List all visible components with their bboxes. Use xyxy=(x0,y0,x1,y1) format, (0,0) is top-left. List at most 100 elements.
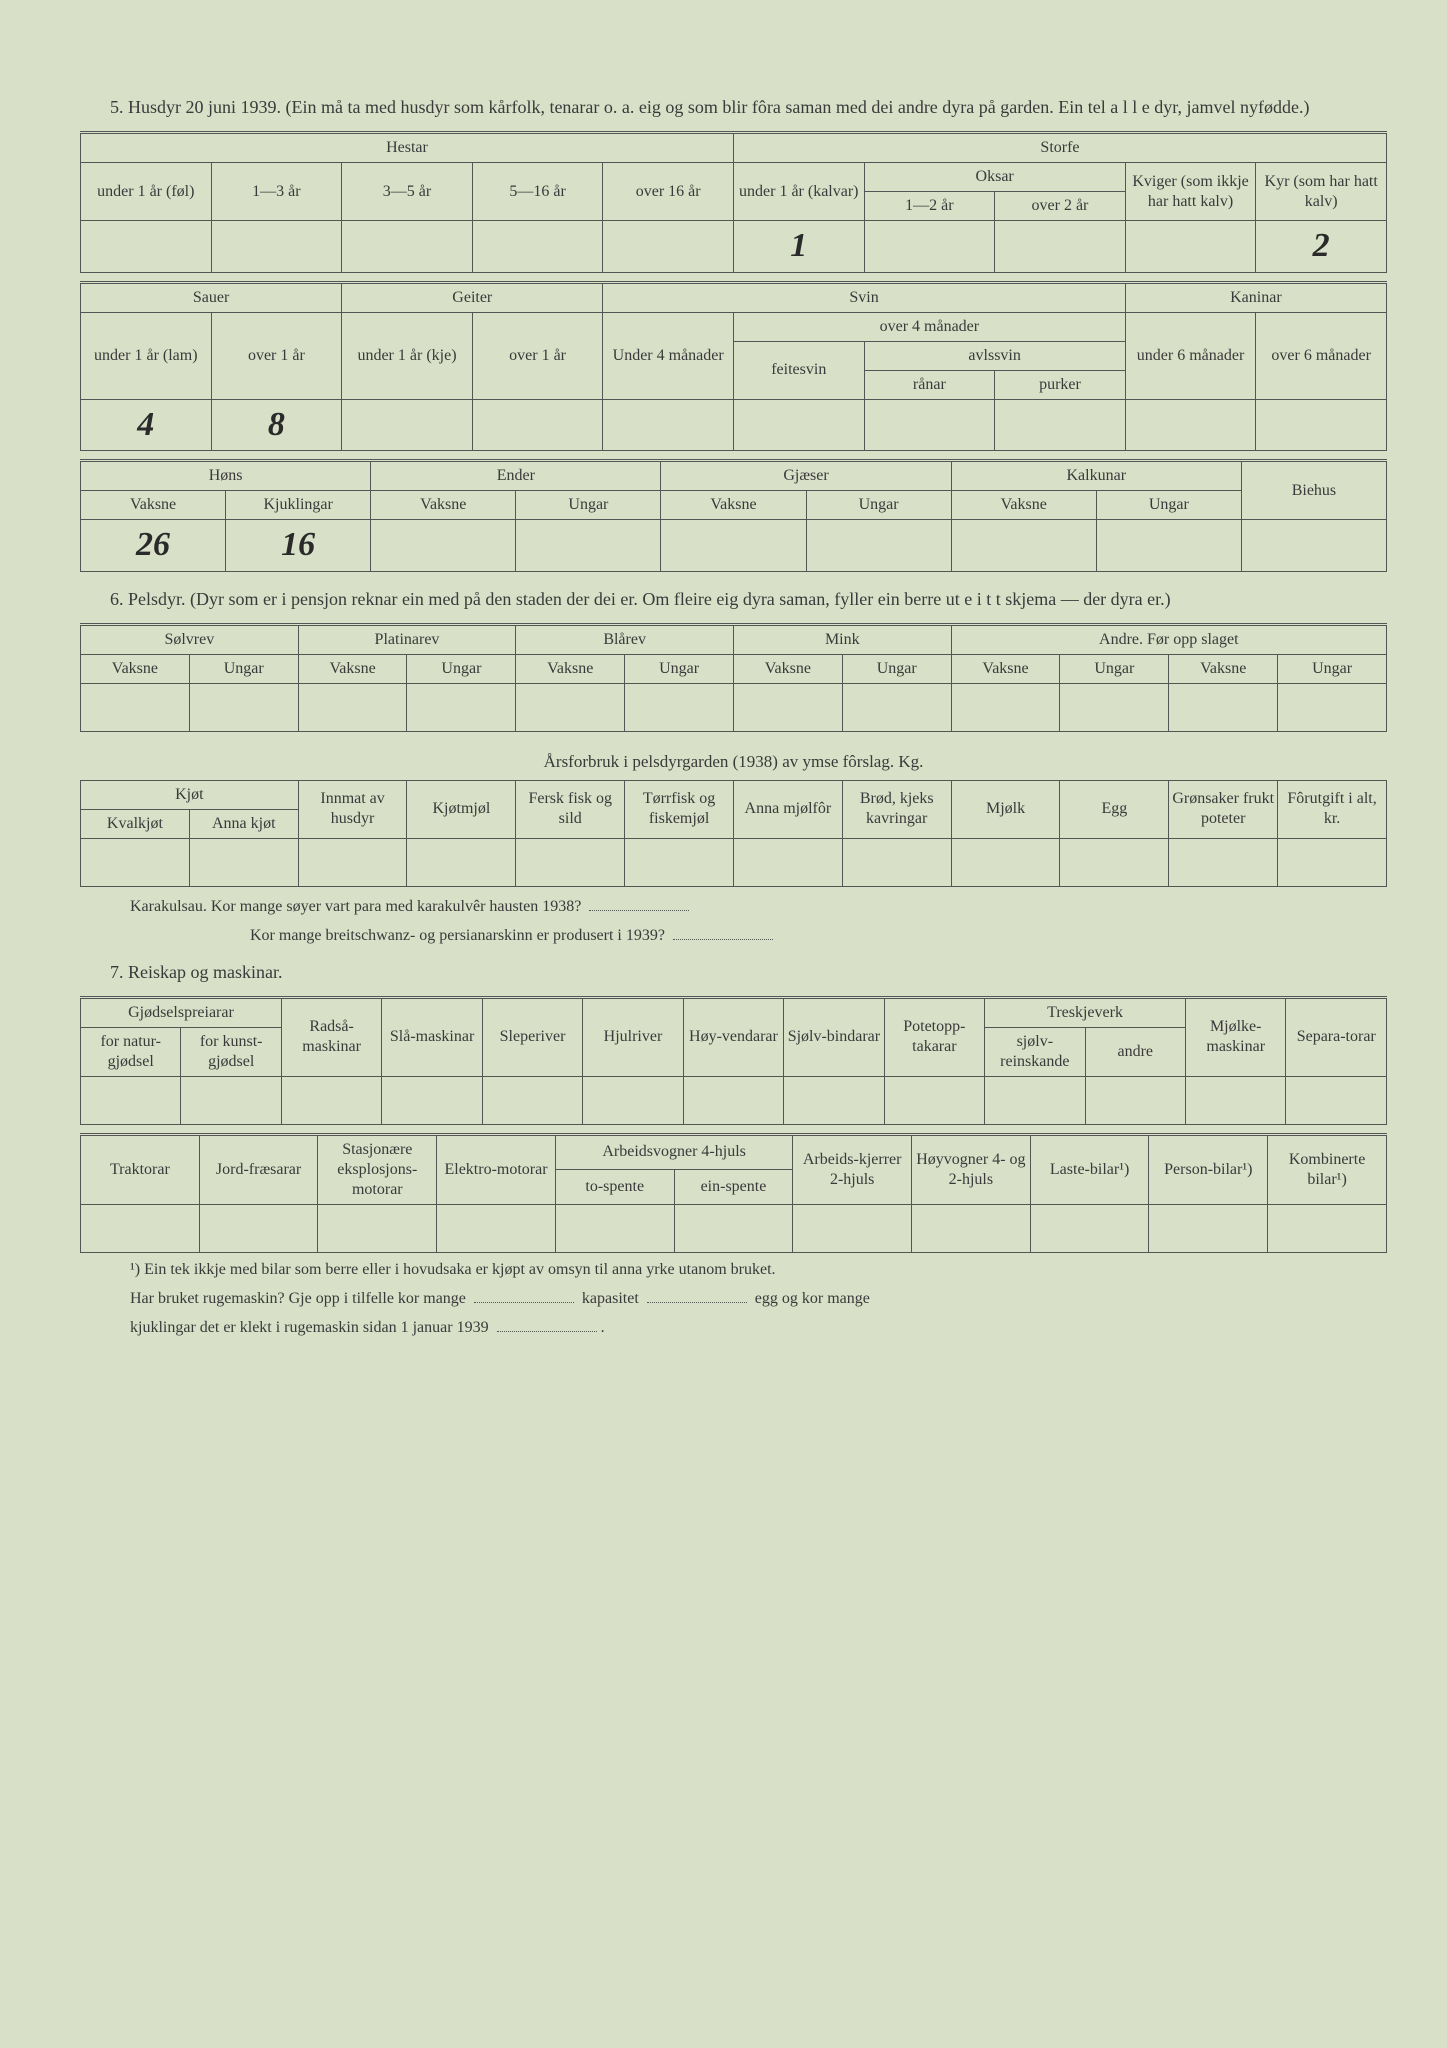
table-reiskap-a: Gjødselspreiarar Radså-maskinar Slå-mask… xyxy=(80,996,1387,1125)
hdr: Kjøtmjøl xyxy=(407,780,516,838)
hdr: Innmat av husdyr xyxy=(298,780,407,838)
hdr: Vaksne xyxy=(371,491,516,520)
hdr: under 1 år (kje) xyxy=(342,312,473,399)
hdr: Kjøt xyxy=(81,780,299,809)
hdr: Sleperiver xyxy=(482,997,582,1076)
table-sauer-geiter-svin-kaninar: Sauer Geiter Svin Kaninar under 1 år (la… xyxy=(80,281,1387,452)
hdr: Mjølk xyxy=(951,780,1060,838)
blank xyxy=(647,1287,747,1303)
hdr: Kjuklingar xyxy=(226,491,371,520)
hdr: Gjødselspreiarar xyxy=(81,997,282,1027)
hdr: Jord-fræsarar xyxy=(199,1134,318,1204)
cell xyxy=(342,399,473,451)
cell xyxy=(81,838,190,886)
section7-title: 7. Reiskap og maskinar. xyxy=(110,959,1387,986)
cell xyxy=(995,399,1126,451)
hdr: Ungar xyxy=(407,654,516,683)
cell xyxy=(661,520,806,572)
cell xyxy=(1125,399,1256,451)
hdr: Fôrutgift i alt, kr. xyxy=(1278,780,1387,838)
cell xyxy=(1256,399,1387,451)
cell xyxy=(864,221,995,273)
hdr: 3—5 år xyxy=(342,163,473,221)
hdr: 1—2 år xyxy=(864,192,995,221)
hdr: Vaksne xyxy=(733,654,842,683)
q-rugemaskin: Har bruket rugemaskin? Gje opp i tilfell… xyxy=(130,1287,1387,1308)
hdr: Mink xyxy=(733,624,951,654)
cell xyxy=(181,1076,281,1124)
hdr: Under 4 månader xyxy=(603,312,734,399)
cell xyxy=(281,1076,381,1124)
cell: 16 xyxy=(226,520,371,572)
hdr: Kyr (som har hatt kalv) xyxy=(1256,163,1387,221)
hdr: Høns xyxy=(81,461,371,491)
hdr: Tørrfisk og fiskemjøl xyxy=(625,780,734,838)
cell: 26 xyxy=(81,520,226,572)
table-reiskap-b: Traktorar Jord-fræsarar Stasjonære ekspl… xyxy=(80,1133,1387,1253)
hdr: for natur-gjødsel xyxy=(81,1027,181,1076)
hdr: 1—3 år xyxy=(211,163,342,221)
hdr: for kunst-gjødsel xyxy=(181,1027,281,1076)
cell xyxy=(884,1076,984,1124)
cell xyxy=(625,683,734,731)
cell xyxy=(733,683,842,731)
hdr: Ungar xyxy=(806,491,951,520)
hdr: Person-bilar¹) xyxy=(1149,1134,1268,1204)
hdr: Brød, kjeks kavringar xyxy=(842,780,951,838)
hdr: Traktorar xyxy=(81,1134,200,1204)
cell xyxy=(1185,1076,1285,1124)
q-kjuklingar: kjuklingar det er klekt i rugemaskin sid… xyxy=(130,1316,1387,1337)
hdr: Radså-maskinar xyxy=(281,997,381,1076)
cell: 4 xyxy=(81,399,212,451)
hdr: Ender xyxy=(371,461,661,491)
hdr: over 16 år xyxy=(603,163,734,221)
cell xyxy=(951,520,1096,572)
hdr: Separa-torar xyxy=(1286,997,1387,1076)
hdr: Vaksne xyxy=(81,491,226,520)
cell xyxy=(1278,683,1387,731)
hdr: under 1 år (lam) xyxy=(81,312,212,399)
cell xyxy=(81,221,212,273)
cell xyxy=(912,1204,1031,1252)
hdr: 5—16 år xyxy=(472,163,603,221)
hdr: Blårev xyxy=(516,624,734,654)
section6-title: 6. Pelsdyr. (Dyr som er i pensjon reknar… xyxy=(110,586,1387,613)
hdr: Vaksne xyxy=(661,491,806,520)
text: egg og kor mange xyxy=(755,1290,870,1307)
hdr: Geiter xyxy=(342,282,603,312)
hdr: over 4 månader xyxy=(733,312,1125,341)
hdr: under 1 år (kalvar) xyxy=(733,163,864,221)
cell xyxy=(407,838,516,886)
cell xyxy=(842,838,951,886)
hdr: Fersk fisk og sild xyxy=(516,780,625,838)
cell xyxy=(842,683,951,731)
hdr: Elektro-motorar xyxy=(437,1134,556,1204)
hdr: Svin xyxy=(603,282,1125,312)
blank xyxy=(673,924,773,940)
cell xyxy=(674,1204,793,1252)
text: kapasitet xyxy=(582,1290,639,1307)
hdr: Sølvrev xyxy=(81,624,299,654)
cell xyxy=(1268,1204,1387,1252)
hdr: Treskjeverk xyxy=(985,997,1186,1027)
hdr: Platinarev xyxy=(298,624,516,654)
hdr: rånar xyxy=(864,370,995,399)
cell xyxy=(951,838,1060,886)
hdr: Oksar xyxy=(864,163,1125,192)
hdr: feitesvin xyxy=(733,341,864,399)
hdr: andre xyxy=(1085,1027,1185,1076)
hdr: ein-spente xyxy=(674,1170,793,1204)
hdr: Grønsaker frukt poteter xyxy=(1169,780,1278,838)
text: kjuklingar det er klekt i rugemaskin sid… xyxy=(130,1319,489,1336)
cell xyxy=(995,221,1126,273)
hdr: sjølv-reinskande xyxy=(985,1027,1085,1076)
cell xyxy=(472,399,603,451)
cell xyxy=(342,221,473,273)
cell xyxy=(81,683,190,731)
cell: 8 xyxy=(211,399,342,451)
cell xyxy=(1241,520,1386,572)
table-forbruk: Kjøt Innmat av husdyr Kjøtmjøl Fersk fis… xyxy=(80,780,1387,887)
cell xyxy=(189,683,298,731)
cell xyxy=(1125,221,1256,273)
hdr: under 6 månader xyxy=(1125,312,1256,399)
